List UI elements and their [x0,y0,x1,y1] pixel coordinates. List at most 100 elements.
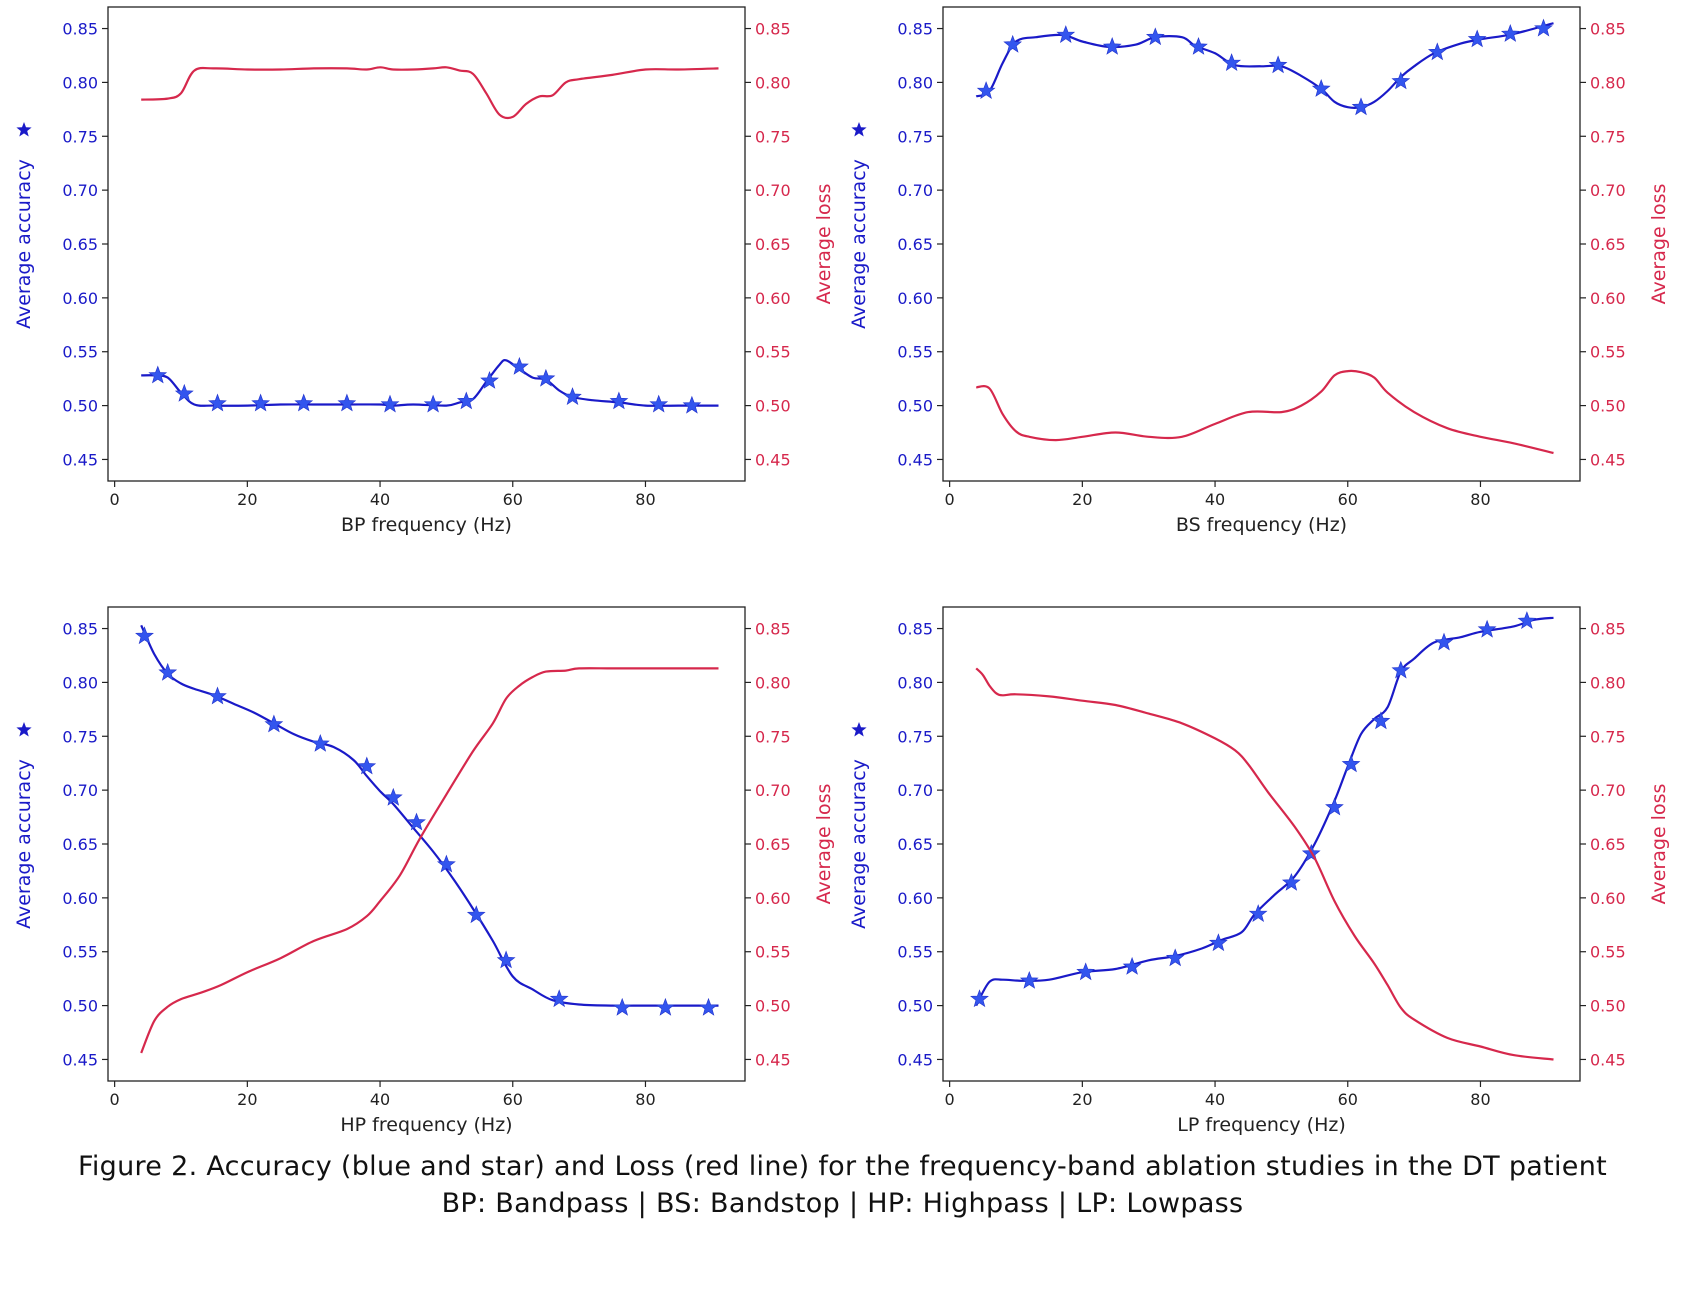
caption-line-1: Figure 2. Accuracy (blue and star) and L… [77,1151,1608,1182]
y-left-tick-label: 0.65 [62,235,98,254]
y-right-tick-label: 0.65 [1590,235,1626,254]
accuracy-star-marker [970,989,989,1008]
y-right-tick-label: 0.45 [1590,1050,1626,1069]
chart-bp: 0 20 40 60 80 0.45 0.45 0.50 0.50 0.55 0.55 0.60 0.6… [13,6,835,536]
accuracy-label-star-icon [851,722,867,737]
x-tick-label: 20 [1072,490,1092,509]
accuracy-star-marker [174,383,194,402]
y-right-tick-label: 0.80 [1590,673,1626,692]
accuracy-star-marker [1076,962,1095,981]
accuracy-star-marker [466,905,486,924]
y-left-tick-label: 0.75 [897,127,933,146]
accuracy-star-marker [1281,872,1301,891]
x-tick-label: 80 [635,490,655,509]
x-tick-label: 0 [945,1090,955,1109]
accuracy-star-marker [563,387,582,405]
accuracy-star-marker [1517,611,1537,629]
y-left-axis-label: Average accuracy [848,759,870,929]
y-right-tick-label: 0.65 [1590,835,1626,854]
x-tick-label: 0 [110,490,120,509]
loss-line [141,66,719,120]
chart-bs: 0 20 40 60 80 0.45 0.45 0.50 0.50 0.55 0.55 0.60 0.6… [848,6,1670,536]
accuracy-line [975,616,1554,1007]
y-left-tick-label: 0.45 [897,450,933,469]
accuracy-star-marker [682,395,702,414]
y-right-tick-label: 0.45 [755,450,791,469]
accuracy-star-marker [1122,956,1142,975]
accuracy-label-star-icon [16,122,32,137]
y-left-tick-label: 0.45 [62,1050,98,1069]
accuracy-star-marker [549,989,569,1008]
chart-lp: 0 20 40 60 80 0.45 0.45 0.50 0.50 0.55 0.55 0.60 0.6… [848,606,1670,1136]
y-right-tick-label: 0.70 [1590,181,1626,200]
x-tick-label: 60 [503,490,523,509]
accuracy-star-marker [649,394,669,413]
accuracy-star-marker [1371,711,1391,730]
y-left-axis-label: Average accuracy [13,759,35,929]
accuracy-star-marker [609,391,629,410]
y-right-tick-label: 0.50 [1590,997,1626,1016]
accuracy-star-marker [1145,27,1165,46]
y-right-tick-label: 0.85 [755,620,791,639]
chart-hp: 0 20 40 60 80 0.45 0.45 0.50 0.50 0.55 0.55 0.60 0.6… [13,606,835,1136]
x-tick-label: 20 [237,1090,257,1109]
x-tick-label: 60 [1338,1090,1358,1109]
accuracy-star-marker [1427,42,1447,61]
plot-frame [942,6,1581,482]
y-left-tick-label: 0.65 [897,835,933,854]
loss-line [975,667,1554,1061]
y-right-tick-label: 0.50 [1590,397,1626,416]
accuracy-star-marker [480,370,499,389]
accuracy-star-marker [1434,632,1454,651]
y-right-axis-label: Average loss [1648,784,1670,905]
y-right-tick-label: 0.80 [755,673,791,692]
y-right-axis-label: Average loss [813,784,835,905]
x-axis-label: LP frequency (Hz) [1177,1114,1346,1136]
accuracy-star-marker [310,733,330,752]
y-right-tick-label: 0.75 [1590,127,1626,146]
y-left-tick-label: 0.80 [897,73,933,92]
accuracy-star-marker [380,394,400,413]
accuracy-star-marker [357,756,377,775]
y-left-tick-label: 0.60 [62,289,98,308]
y-right-tick-label: 0.60 [755,889,791,908]
y-right-tick-label: 0.70 [755,781,791,800]
accuracy-star-marker [135,626,154,645]
y-left-tick-label: 0.55 [62,943,98,962]
y-right-tick-label: 0.55 [755,943,791,962]
accuracy-star-marker [1391,660,1411,679]
accuracy-star-marker [294,393,314,412]
y-left-tick-label: 0.45 [62,450,98,469]
x-tick-label: 40 [370,490,390,509]
plot-frame [942,606,1581,1082]
accuracy-star-marker [1351,97,1371,116]
x-tick-label: 40 [1205,1090,1225,1109]
y-right-tick-label: 0.45 [1590,450,1626,469]
y-left-tick-label: 0.60 [62,889,98,908]
y-left-tick-label: 0.80 [62,73,98,92]
y-left-tick-label: 0.55 [62,343,98,362]
caption-line-2: BP: Bandpass | BS: Bandstop | HP: Highpa… [441,1188,1244,1219]
accuracy-star-marker [976,81,996,99]
plot-frame [107,6,746,482]
y-left-tick-label: 0.50 [897,997,933,1016]
accuracy-star-marker [1189,37,1208,55]
y-right-tick-label: 0.45 [755,1050,791,1069]
loss-line [140,667,719,1054]
accuracy-line [141,359,719,407]
x-axis-label: BS frequency (Hz) [1176,514,1347,536]
y-left-tick-label: 0.85 [897,620,933,639]
y-right-tick-label: 0.55 [1590,943,1626,962]
accuracy-star-marker [436,854,456,873]
accuracy-star-marker [1208,933,1228,952]
accuracy-star-marker [655,997,675,1016]
y-right-tick-label: 0.50 [755,997,791,1016]
y-left-tick-label: 0.65 [897,235,933,254]
y-right-tick-label: 0.75 [1590,727,1626,746]
y-left-tick-label: 0.50 [62,997,98,1016]
y-right-tick-label: 0.60 [1590,889,1626,908]
x-tick-label: 60 [1338,490,1358,509]
y-left-tick-label: 0.55 [897,343,933,362]
accuracy-star-marker [699,997,718,1016]
